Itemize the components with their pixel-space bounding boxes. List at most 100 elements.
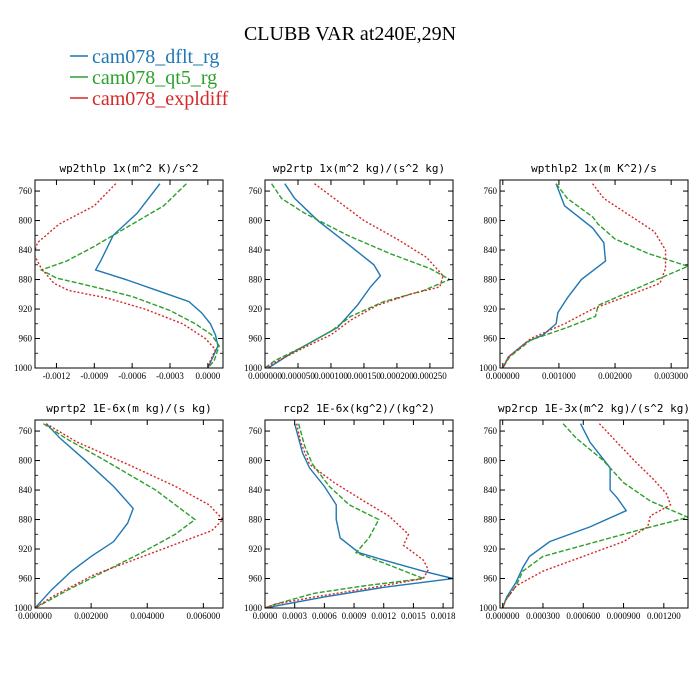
x-tick-label: 0.002000 [598,371,632,381]
legend-label-dflt: cam078_dflt_rg [92,46,219,68]
y-tick-label: 760 [249,426,263,436]
y-tick-label: 1000 [14,603,33,613]
plot-frame [499,179,689,369]
y-tick-label: 960 [249,334,263,344]
x-tick-label: 0.000600 [566,611,600,621]
y-tick-label: 880 [484,515,498,525]
y-tick-label: 760 [484,186,498,196]
series-line-expldiff [265,183,444,368]
x-tick-label: 0.000000 [486,611,520,621]
series-line-qt5 [265,183,452,368]
x-tick-label: 0.000150 [347,371,381,381]
y-tick-label: 920 [249,544,263,554]
series-line-dflt [94,183,219,368]
x-tick-label: -0.0006 [118,371,146,381]
y-tick-label: 800 [484,456,498,466]
y-tick-label: 760 [484,426,498,436]
panel-title: rcp2 1E-6x(kg^2)/(kg^2) [283,402,435,415]
y-tick-label: 800 [19,456,33,466]
y-tick-label: 960 [19,334,33,344]
series-line-qt5 [39,183,220,368]
series-line-dflt [502,423,628,608]
panel-title: wpthlp2 1x(m K^2)/s [531,162,657,175]
series-line-qt5 [265,423,424,608]
y-tick-label: 800 [19,216,33,226]
panel-4: wprtp2 1E-6x(m kg)/(s kg) 760 800 840 880 920… [14,402,224,621]
x-tick-label: 0.000100 [314,371,348,381]
x-tick-label: 0.000000 [248,371,282,381]
series-line-dflt [265,423,453,608]
y-tick-label: 920 [484,304,498,314]
y-tick-label: 760 [19,186,33,196]
x-tick-label: 0.0006 [312,611,337,621]
figure-title: CLUBB VAR at240E,29N [244,23,456,45]
panel-3: wpthlp2 1x(m K^2)/s 760 800 840 880 920 960 100… [479,162,689,381]
x-tick-label: 0.002000 [74,611,108,621]
panel-6: wp2rcp 1E-3x(m^2 kg)/(s^2 kg) 760 800 840 88… [479,402,690,621]
x-tick-label: 0.000900 [607,611,641,621]
series-line-expldiff [35,423,223,608]
x-tick-label: 0.0000 [195,371,220,381]
panel-title: wp2thlp 1x(m^2 K)/s^2 [59,162,198,175]
panel-1: wp2thlp 1x(m^2 K)/s^2 760 800 840 880 920 960 1… [14,162,224,381]
legend-label-qt5: cam078_qt5_rg [92,67,217,89]
x-tick-label: 0.000050 [281,371,315,381]
plot-frame [264,419,454,609]
x-tick-label: 0.0000 [253,611,278,621]
y-tick-label: 840 [249,485,263,495]
y-tick-label: 840 [19,245,33,255]
y-tick-label: 960 [484,574,498,584]
x-tick-label: 0.0018 [431,611,456,621]
y-tick-label: 840 [249,245,263,255]
x-tick-label: 0.003000 [654,371,688,381]
y-tick-label: 880 [19,275,33,285]
y-tick-label: 800 [484,216,498,226]
x-tick-label: 0.004000 [130,611,164,621]
y-tick-label: 800 [249,216,263,226]
y-tick-label: 1000 [14,363,33,373]
x-tick-label: -0.0003 [156,371,184,381]
series-line-qt5 [502,183,688,368]
x-tick-label: 0.000000 [18,611,52,621]
series-line-dflt [502,183,607,368]
plot-frame [34,179,224,369]
y-tick-label: 960 [484,334,498,344]
y-tick-label: 840 [19,485,33,495]
x-tick-label: 0.000000 [486,371,520,381]
y-tick-label: 840 [484,245,498,255]
y-tick-label: 920 [484,544,498,554]
panel-title: wp2rtp 1x(m^2 kg)/(s^2 kg) [273,162,445,175]
x-tick-label: 0.001200 [647,611,681,621]
y-tick-label: 880 [484,275,498,285]
y-tick-label: 880 [19,515,33,525]
y-tick-label: 1000 [479,363,498,373]
y-tick-label: 960 [19,574,33,584]
series-line-qt5 [35,423,197,608]
x-tick-label: 0.006000 [186,611,220,621]
series-line-expldiff [265,423,430,608]
x-tick-label: 0.0012 [371,611,396,621]
series-line-expldiff [502,423,672,608]
y-tick-label: 1000 [244,363,263,373]
y-tick-label: 760 [249,186,263,196]
plot-frame [499,419,689,609]
legend-label-expldiff: cam078_expldiff [92,88,229,110]
series-line-dflt [35,423,135,608]
y-tick-label: 880 [249,515,263,525]
series-line-dflt [267,183,382,368]
panel-2: wp2rtp 1x(m^2 kg)/(s^2 kg) 760 800 840 880 92… [244,162,454,381]
y-tick-label: 960 [249,574,263,584]
x-tick-label: 0.000300 [526,611,560,621]
y-tick-label: 760 [19,426,33,436]
series-line-qt5 [502,423,688,608]
y-tick-label: 1000 [479,603,498,613]
series-line-expldiff [35,183,217,368]
y-tick-label: 800 [249,456,263,466]
x-tick-label: 0.000200 [380,371,414,381]
plot-frame [264,179,454,369]
panel-title: wprtp2 1E-6x(m kg)/(s kg) [46,402,212,415]
panel-title: wp2rcp 1E-3x(m^2 kg)/(s^2 kg) [498,402,690,415]
y-tick-label: 920 [19,304,33,314]
